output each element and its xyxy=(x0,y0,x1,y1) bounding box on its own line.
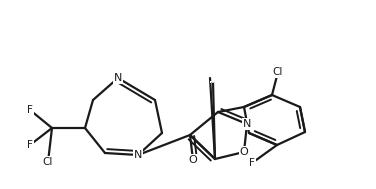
Text: O: O xyxy=(240,147,249,157)
Text: N: N xyxy=(114,73,122,83)
Text: N: N xyxy=(243,119,251,129)
Text: O: O xyxy=(189,155,197,165)
Text: F: F xyxy=(249,158,255,168)
Text: Cl: Cl xyxy=(43,157,53,167)
Text: Cl: Cl xyxy=(273,67,283,77)
Text: methyl: methyl xyxy=(211,81,215,83)
Text: F: F xyxy=(27,140,33,150)
Text: N: N xyxy=(134,150,142,160)
Text: F: F xyxy=(27,105,33,115)
